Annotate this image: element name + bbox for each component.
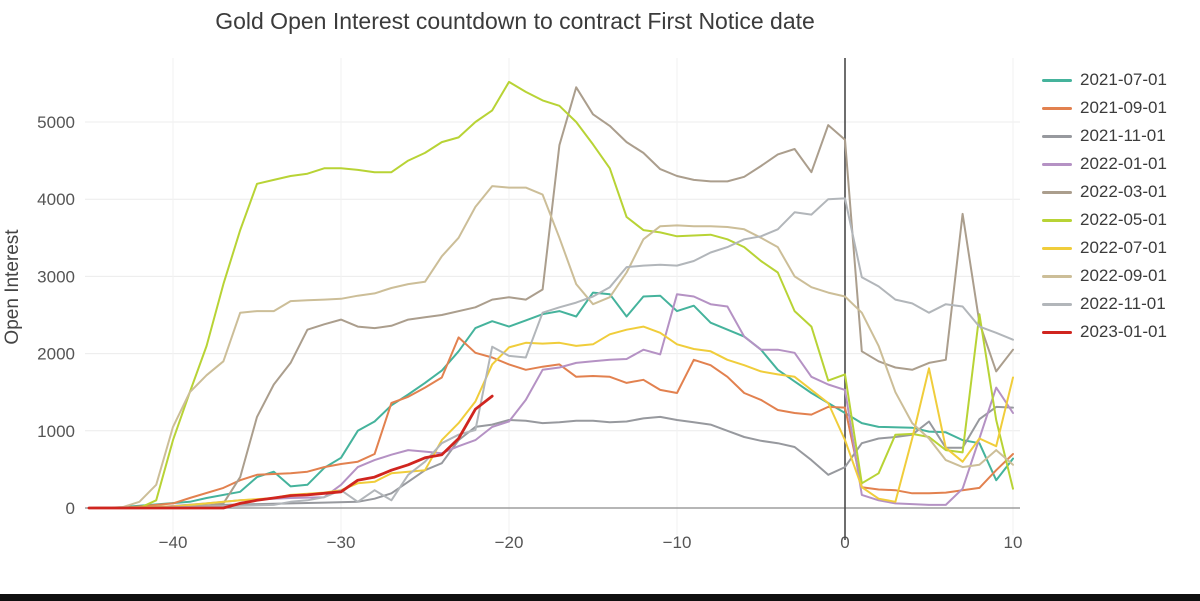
legend-swatch-icon [1042, 134, 1072, 138]
legend-label: 2022-11-01 [1080, 294, 1166, 313]
legend-item-2022-01-01[interactable]: 2022-01-01 [1042, 150, 1198, 178]
legend-item-2022-03-01[interactable]: 2022-03-01 [1042, 178, 1198, 206]
series-line-2022-05-01[interactable] [88, 80, 1014, 509]
legend-label: 2022-09-01 [1080, 266, 1167, 285]
legend-label: 2022-01-01 [1080, 154, 1167, 173]
legend-label: 2023-01-01 [1080, 322, 1167, 341]
series-line-2021-07-01[interactable] [88, 291, 1014, 509]
legend-swatch-icon [1042, 78, 1072, 82]
legend-label: 2021-11-01 [1080, 126, 1166, 145]
legend-item-2022-09-01[interactable]: 2022-09-01 [1042, 262, 1198, 290]
series-line-2021-09-01[interactable] [88, 336, 1014, 509]
legend-label: 2021-09-01 [1080, 98, 1167, 117]
x-tick-label: −20 [495, 533, 524, 552]
x-tick-label: 10 [1004, 533, 1023, 552]
legend-swatch-icon [1042, 162, 1072, 166]
chart-title: Gold Open Interest countdown to contract… [215, 8, 815, 34]
legend-item-2022-07-01[interactable]: 2022-07-01 [1042, 234, 1198, 262]
legend-swatch-icon [1042, 246, 1072, 250]
x-tick-label: 0 [840, 533, 849, 552]
legend-swatch-icon [1042, 302, 1072, 306]
legend-item-2021-07-01[interactable]: 2021-07-01 [1042, 66, 1198, 94]
legend: 2021-07-01 2021-09-01 2021-11-01 2022-01-01… [1042, 66, 1198, 346]
y-tick-label: 4000 [37, 190, 75, 209]
y-tick-label: 3000 [37, 267, 75, 286]
legend-swatch-icon [1042, 106, 1072, 110]
series-line-2023-01-01[interactable] [87, 394, 494, 510]
legend-label: 2022-07-01 [1080, 238, 1167, 257]
legend-swatch-icon [1042, 190, 1072, 194]
legend-item-2021-09-01[interactable]: 2021-09-01 [1042, 94, 1198, 122]
legend-item-2021-11-01[interactable]: 2021-11-01 [1042, 122, 1198, 150]
legend-swatch-icon [1042, 274, 1072, 278]
y-tick-label: 5000 [37, 113, 75, 132]
x-tick-label: −40 [159, 533, 188, 552]
series-line-2022-09-01[interactable] [88, 185, 1014, 509]
legend-item-2022-05-01[interactable]: 2022-05-01 [1042, 206, 1198, 234]
y-tick-label: 2000 [37, 345, 75, 364]
x-tick-label: −10 [663, 533, 692, 552]
series-line-2022-11-01[interactable] [88, 197, 1014, 509]
series-line-2022-03-01[interactable] [88, 86, 1014, 509]
x-tick-label: −30 [327, 533, 356, 552]
legend-swatch-icon [1042, 218, 1072, 222]
legend-label: 2021-07-01 [1080, 70, 1167, 89]
series-line-2022-01-01[interactable] [88, 293, 1014, 509]
legend-item-2022-11-01[interactable]: 2022-11-01 [1042, 290, 1198, 318]
legend-item-2023-01-01[interactable]: 2023-01-01 [1042, 318, 1198, 346]
y-tick-label: 0 [66, 499, 75, 518]
legend-swatch-icon [1042, 330, 1072, 334]
series-line-2021-11-01[interactable] [88, 405, 1014, 509]
legend-label: 2022-03-01 [1080, 182, 1167, 201]
series-line-2022-07-01[interactable] [88, 325, 1014, 509]
legend-label: 2022-05-01 [1080, 210, 1167, 229]
y-tick-label: 1000 [37, 422, 75, 441]
bottom-bar [0, 594, 1200, 601]
